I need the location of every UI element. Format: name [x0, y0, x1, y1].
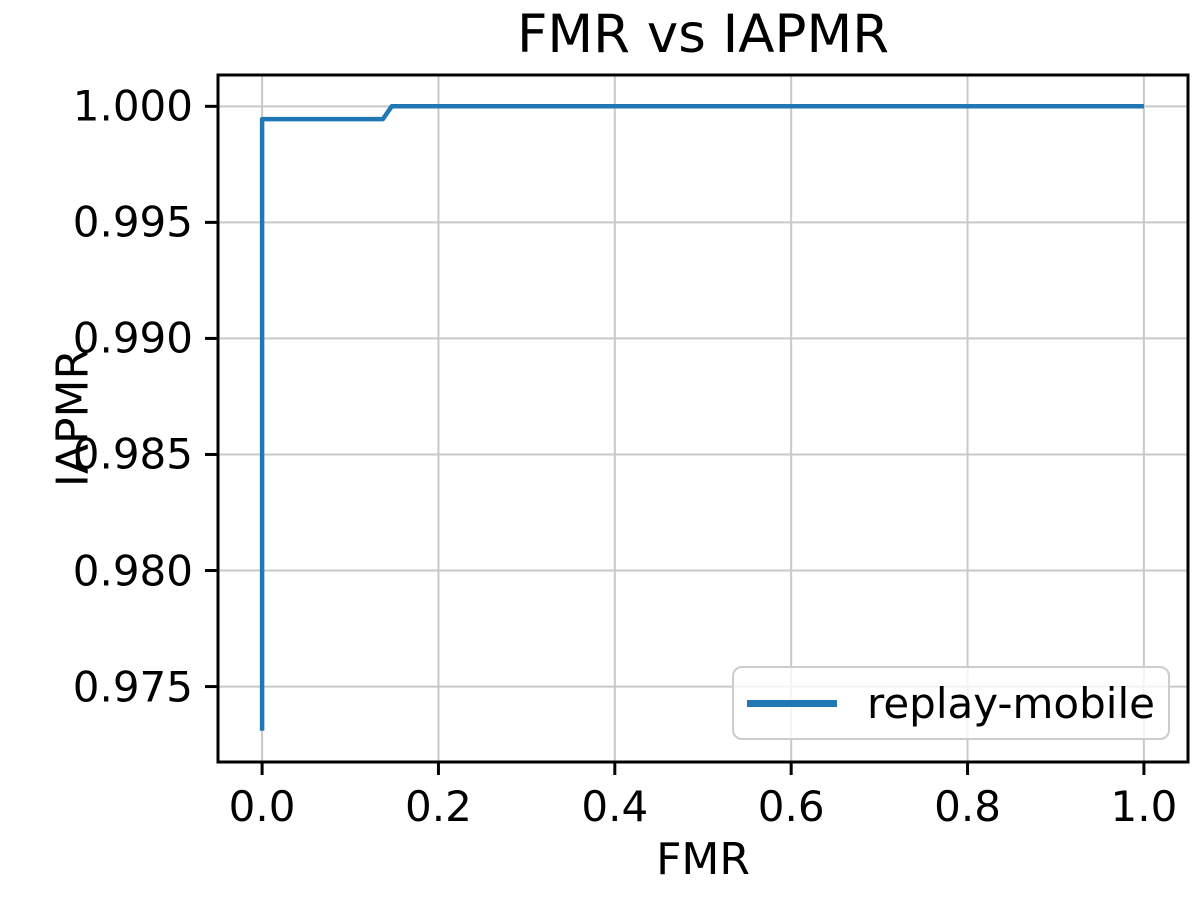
x-tick-label: 0.2	[405, 782, 472, 831]
legend: replay-mobile	[732, 666, 1170, 740]
y-tick-label: 0.995	[72, 197, 193, 247]
x-tick-label: 0.4	[581, 782, 649, 831]
chart-title: FMR vs IAPMR	[516, 4, 890, 65]
x-tick-label: 1.0	[1110, 782, 1178, 831]
x-tick-label: 0.0	[228, 782, 296, 831]
x-tick-label: 0.8	[934, 782, 1001, 831]
y-tick-label: 1.000	[72, 81, 193, 131]
x-tick-label: 0.6	[757, 782, 825, 831]
legend-line-sample-icon	[747, 699, 837, 707]
y-tick-label: 0.990	[72, 313, 193, 363]
y-tick-label: 0.975	[72, 662, 193, 712]
legend-label: replay-mobile	[867, 678, 1155, 728]
y-tick-label: 0.985	[72, 429, 193, 479]
axes-spine	[216, 73, 1190, 764]
x-axis-label: FMR	[656, 834, 750, 885]
plot-line	[259, 104, 1144, 731]
y-tick-label: 0.980	[72, 546, 193, 596]
